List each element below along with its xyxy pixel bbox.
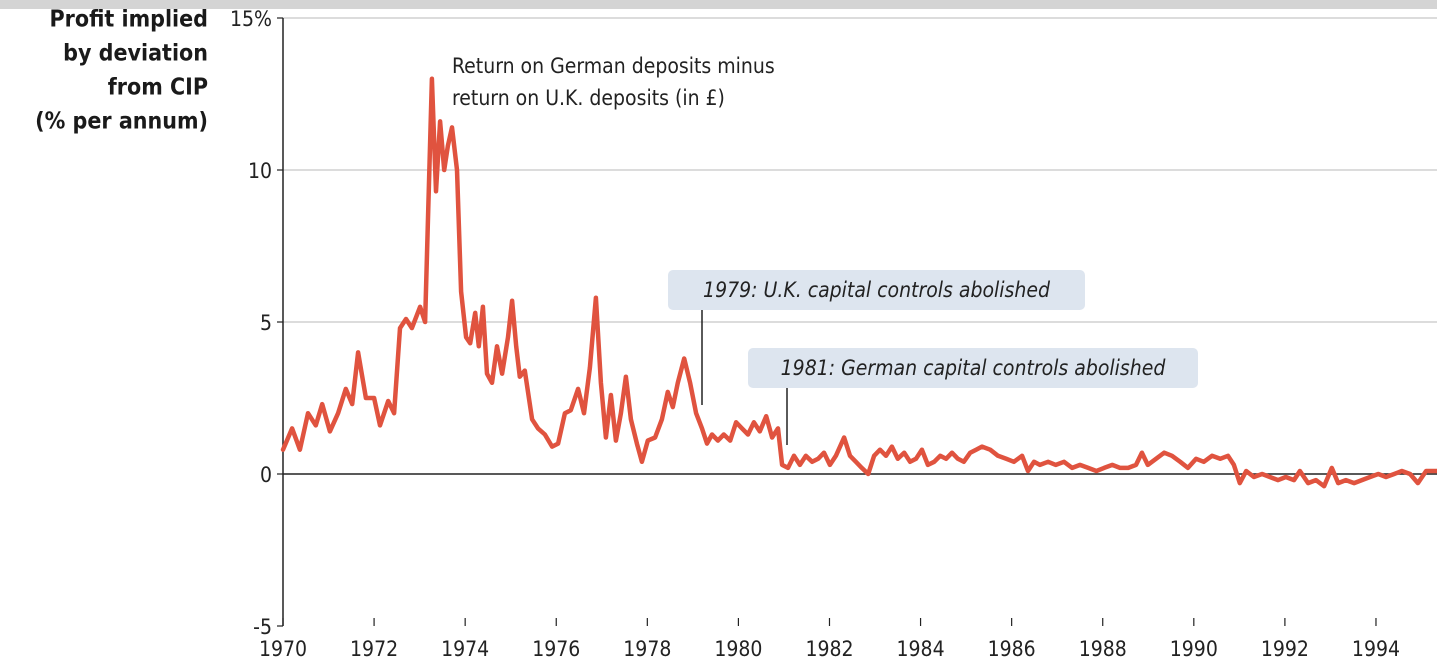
x-tick-label: 1984 (897, 637, 945, 661)
y-axis-label-line: by deviation (63, 41, 208, 67)
annotation-line: return on U.K. deposits (in £) (452, 86, 725, 110)
annotation-line: Return on German deposits minus (452, 54, 775, 78)
x-tick-label: 1990 (1170, 637, 1218, 661)
x-tick-label: 1982 (805, 637, 853, 661)
x-tick-label: 1978 (623, 637, 671, 661)
y-tick-label: 15% (230, 7, 272, 31)
callout-box (748, 348, 1198, 388)
y-axis-label: Profit implied by deviation from CIP (% per… (35, 7, 208, 135)
series-annotation: Return on German deposits minus return on… (452, 54, 775, 110)
x-tick-label: 1972 (350, 637, 398, 661)
callout-text: 1979: U.K. capital controls abolished (703, 278, 1051, 302)
top-band (0, 0, 1437, 9)
x-tick-label: 1986 (988, 637, 1036, 661)
x-tick-label: 1992 (1261, 637, 1309, 661)
y-axis-label-line: from CIP (108, 75, 208, 101)
y-tick-label: 0 (260, 463, 272, 487)
y-axis-label-line: Profit implied (49, 7, 208, 33)
x-tick-label: 1980 (714, 637, 762, 661)
y-tick-label: 10 (248, 159, 272, 183)
data-line (280, 76, 1437, 489)
y-axis-label-line: (% per annum) (35, 109, 208, 135)
y-tick-label: -5 (253, 615, 272, 639)
x-tick-label: 1970 (259, 637, 307, 661)
callout-text: 1981: German capital controls abolished (781, 356, 1167, 380)
callout-box (668, 270, 1085, 310)
x-tick-label: 1988 (1079, 637, 1127, 661)
x-tick-label: 1974 (441, 637, 489, 661)
y-tick-label: 5 (260, 311, 272, 335)
x-tick-label: 1976 (532, 637, 580, 661)
x-tick-label: 1994 (1352, 637, 1400, 661)
